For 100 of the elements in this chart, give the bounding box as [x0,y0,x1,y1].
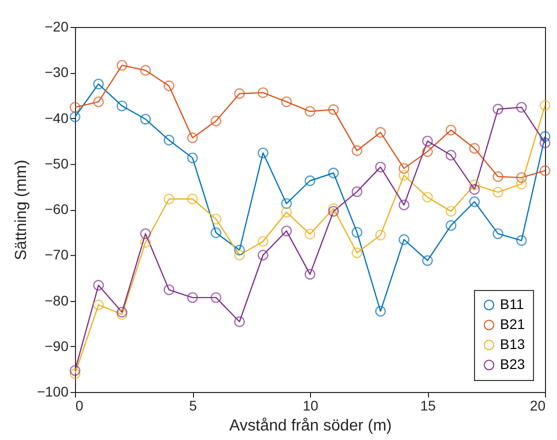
y-tick-label: −20 [44,18,69,34]
y-tick-label: −50 [44,155,69,172]
x-axis-title: Avstånd från söder (m) [229,418,392,434]
point [375,162,386,172]
point [93,96,104,108]
point [446,124,456,136]
point [70,102,80,113]
point [375,127,386,138]
x-tick-label: 0 [76,398,84,414]
point [164,134,174,146]
point [540,100,550,111]
x-tick-label: 20 [530,398,546,414]
point [469,196,480,208]
y-tick-label: −60 [44,201,69,217]
point [469,180,480,190]
point [375,230,386,240]
point [516,102,527,113]
point [140,228,151,240]
point [422,255,433,266]
point [116,60,128,71]
point [164,194,174,204]
point [398,170,410,181]
point [304,268,316,280]
point [187,132,198,144]
point [258,236,268,247]
point [258,148,268,158]
y-tick-label: −90 [44,338,69,354]
point [328,203,339,214]
point [540,138,550,148]
point [93,280,104,291]
point [258,250,268,260]
point [234,316,245,328]
point [281,96,292,108]
point [422,146,433,157]
point [70,365,80,376]
point [540,131,550,142]
point [281,206,292,218]
x-tick-label: 10 [302,398,318,414]
point [304,175,316,186]
point [516,172,527,183]
point [304,228,316,240]
x-tick-label: 15 [420,398,436,414]
point [210,227,222,238]
point [328,168,339,178]
point [422,136,433,146]
point [516,178,527,190]
point [210,116,222,126]
point [164,80,174,92]
point [70,368,80,380]
point [187,152,198,164]
point [70,112,80,122]
point [93,300,104,310]
point [446,206,456,217]
y-tick-label: −40 [44,110,69,126]
point [328,104,339,115]
point [352,248,362,258]
point [492,171,504,182]
point [234,250,245,260]
point [492,186,504,198]
point [540,165,550,176]
point [281,226,292,236]
point [140,114,151,124]
point [398,200,410,210]
point [352,145,362,156]
point [258,87,268,98]
y-tick-label: −80 [44,292,69,308]
x-tick-label: 5 [189,398,198,414]
y-tick-label: −100 [36,384,69,400]
legend-label: B13 [500,336,526,352]
y-tick-label: −30 [44,64,69,80]
point [210,214,222,224]
legend-label: B11 [500,296,524,312]
point [234,244,245,256]
point [116,309,128,320]
point [469,184,480,195]
point [328,206,339,217]
point [140,65,151,76]
point [516,235,527,246]
legend-label: B23 [500,356,526,372]
point [234,88,245,99]
point [164,284,174,296]
point [187,194,198,204]
point [375,306,386,317]
point [116,100,128,112]
point [116,306,128,318]
point [281,198,292,209]
point [140,237,151,248]
point [469,143,480,154]
point [446,150,456,161]
y-tick-label: −70 [44,246,69,263]
y-axis-title: Sättning (mm) [12,160,30,260]
point [398,234,410,245]
point [492,104,504,114]
point [210,292,222,303]
point [398,163,410,174]
point [352,226,362,238]
point [352,186,362,198]
legend-label: B21 [500,316,526,332]
point [492,228,504,240]
point [422,192,433,203]
